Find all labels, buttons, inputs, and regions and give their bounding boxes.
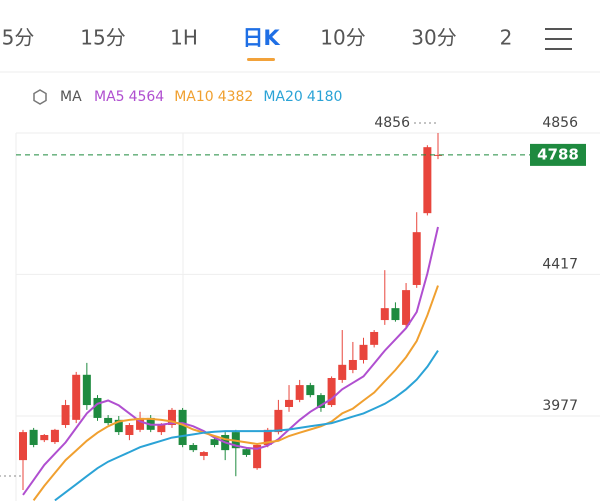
candle-body: [61, 405, 70, 426]
candle-body: [348, 359, 357, 370]
candle-body: [402, 290, 411, 325]
candle-body: [316, 395, 325, 408]
candle-body: [199, 452, 208, 456]
ma-line: [54, 350, 439, 501]
candle-body: [391, 308, 400, 321]
candle-body: [423, 147, 432, 214]
candle-body: [412, 232, 421, 285]
candle-body: [359, 344, 368, 360]
tab[interactable]: 30分: [411, 26, 456, 50]
current-price-box: [530, 143, 586, 166]
candle-body: [253, 444, 262, 469]
candle-body: [19, 432, 27, 461]
candle-body: [338, 364, 347, 380]
tab[interactable]: 15分: [80, 26, 125, 50]
menu-icon[interactable]: [545, 28, 572, 50]
candle-body: [157, 424, 166, 433]
candle-body: [104, 417, 113, 424]
candle-body: [125, 425, 134, 435]
candle-body: [40, 434, 49, 441]
tab[interactable]: 10分: [320, 26, 365, 50]
candle-body: [82, 374, 91, 406]
candle-body: [178, 409, 187, 445]
tab[interactable]: 5分: [2, 26, 35, 50]
y-tick-label: 4417: [542, 256, 578, 272]
candle-body: [327, 378, 336, 406]
legend-value: 4564: [129, 89, 165, 105]
y-tick-label: 3977: [542, 398, 578, 414]
candle-body: [136, 417, 145, 430]
candle-body: [50, 429, 59, 443]
candle-body: [189, 444, 198, 451]
tab-underline: [247, 58, 275, 61]
legend-value: 4382: [218, 89, 254, 105]
candle-body: [306, 385, 315, 396]
ma-line: [22, 226, 439, 496]
candle-body: [242, 449, 251, 455]
ma-line: [32, 285, 439, 501]
candle-body: [295, 385, 304, 400]
ma-icon: [33, 89, 47, 105]
tab[interactable]: 1H: [170, 26, 198, 50]
y-tick-label: 4856: [542, 115, 578, 131]
candle-body: [93, 397, 102, 418]
tab[interactable]: 2: [500, 26, 513, 50]
candle-body: [274, 409, 283, 433]
legend-name: MA5: [94, 89, 125, 105]
candle-body: [370, 331, 379, 345]
high-marker: 4856: [374, 115, 410, 131]
tab[interactable]: 日K: [242, 26, 280, 50]
candle-body: [72, 374, 81, 420]
candle-body: [210, 439, 219, 445]
candle-body: [167, 409, 176, 426]
candle-body: [29, 429, 38, 445]
candle-body: [434, 154, 442, 156]
candle-body: [114, 419, 123, 433]
legend-name: MA20: [263, 89, 302, 105]
legend-name: MA10: [174, 89, 213, 105]
legend-title: MA: [60, 89, 82, 105]
legend-value: 4180: [307, 89, 343, 105]
candle-body: [263, 429, 272, 445]
current-price: 4788: [537, 145, 579, 163]
candle-body: [285, 399, 294, 407]
candle-body: [380, 308, 389, 321]
